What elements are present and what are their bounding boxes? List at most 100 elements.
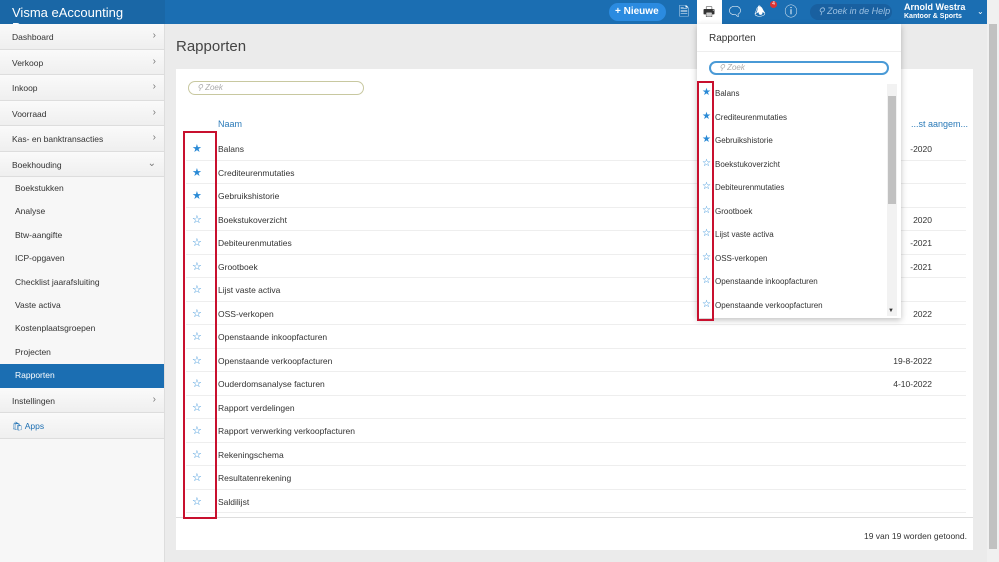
star-outline-icon[interactable]: ☆ xyxy=(192,401,202,414)
dropdown-item[interactable]: ★ Gebruikshistorie xyxy=(697,129,887,153)
star-outline-icon[interactable]: ☆ xyxy=(192,307,202,320)
table-row[interactable]: ☆ Boekstukoverzicht 2020 xyxy=(186,208,966,231)
sidebar-subitem[interactable]: Analyse xyxy=(15,206,46,217)
report-name[interactable]: Ouderdomsanalyse facturen xyxy=(218,379,325,389)
search-input[interactable]: ⚲ Zoek xyxy=(188,81,364,95)
scroll-thumb[interactable] xyxy=(989,24,997,549)
table-row[interactable]: ★ Crediteurenmutaties xyxy=(186,161,966,184)
sidebar-item[interactable]: Boekhouding ⌄ xyxy=(0,151,164,177)
page-scrollbar[interactable] xyxy=(987,0,999,562)
sidebar-item[interactable]: Inkoop › xyxy=(0,75,164,101)
dropdown-search-input[interactable]: ⚲ Zoek xyxy=(709,61,889,75)
user-menu[interactable]: Arnold Westra Kantoor & Sports xyxy=(904,2,965,22)
report-name[interactable]: Debiteurenmutaties xyxy=(218,238,292,248)
star-outline-icon[interactable]: ☆ xyxy=(192,213,202,226)
sidebar-subitem[interactable]: Projecten xyxy=(15,346,51,357)
sidebar-item-settings[interactable]: Instellingen › xyxy=(0,387,164,414)
dropdown-item[interactable]: ☆ Lijst vaste activa xyxy=(697,223,887,247)
dropdown-scrollbar[interactable]: ▼ xyxy=(887,84,897,316)
report-name[interactable]: Gebruikshistorie xyxy=(218,191,280,201)
report-name[interactable]: Boekstukoverzicht xyxy=(218,214,287,225)
report-name[interactable]: Grootboek xyxy=(218,261,258,272)
star-outline-icon[interactable]: ☆ xyxy=(192,472,202,484)
report-name[interactable]: OSS-verkopen xyxy=(218,308,274,319)
report-name[interactable]: Rekeningschema xyxy=(218,449,284,460)
table-row[interactable]: ☆ Openstaande verkoopfacturen 19-8-2022 xyxy=(186,349,966,372)
star-outline-icon[interactable]: ☆ xyxy=(192,331,202,343)
table-row[interactable]: ☆ Rapport verdelingen xyxy=(186,396,966,419)
table-row[interactable]: ☆ Grootboek -2021 xyxy=(186,255,966,278)
chat-icon[interactable]: 🗨 xyxy=(726,4,744,19)
sidebar-subitem[interactable]: Btw-aangifte xyxy=(15,229,63,240)
report-name[interactable]: Rapport verwerking verkoopfacturen xyxy=(218,426,356,436)
table-row[interactable]: ☆ Lijst vaste activa xyxy=(186,278,966,302)
star-outline-icon[interactable]: ☆ xyxy=(192,284,202,296)
table-row[interactable]: ☆ Debiteurenmutaties -2021 xyxy=(186,231,966,255)
star-outline-icon[interactable]: ☆ xyxy=(702,298,711,310)
sidebar-item[interactable]: Dashboard › xyxy=(0,24,164,50)
star-filled-icon[interactable]: ★ xyxy=(702,87,711,98)
star-outline-icon[interactable]: ☆ xyxy=(192,495,202,508)
star-outline-icon[interactable]: ☆ xyxy=(702,228,711,239)
report-name[interactable]: Crediteurenmutaties xyxy=(218,167,295,178)
report-name[interactable]: Balans xyxy=(218,144,244,154)
table-row[interactable]: ☆ Resultatenrekening xyxy=(186,466,966,490)
sidebar-item[interactable]: Voorraad › xyxy=(0,100,164,126)
star-outline-icon[interactable]: ☆ xyxy=(192,378,202,390)
star-outline-icon[interactable]: ☆ xyxy=(192,354,202,367)
report-name[interactable]: Lijst vaste activa xyxy=(218,285,281,295)
star-filled-icon[interactable]: ★ xyxy=(192,166,202,179)
new-button[interactable]: + Nieuwe xyxy=(609,3,666,21)
table-row[interactable]: ☆ OSS-verkopen 2022 xyxy=(186,302,966,325)
star-filled-icon[interactable]: ★ xyxy=(702,134,711,145)
report-name[interactable]: Saldilijst xyxy=(218,496,250,507)
column-header-name[interactable]: Naam xyxy=(218,119,243,129)
dropdown-item[interactable]: ☆ OSS-verkopen xyxy=(697,247,887,271)
sidebar-item[interactable]: Kas- en banktransacties › xyxy=(0,126,164,152)
table-row[interactable]: ☆ Rekeningschema xyxy=(186,443,966,466)
arrow-down-icon[interactable]: ▼ xyxy=(888,308,894,314)
column-header-date[interactable]: ...st aangem... xyxy=(911,119,969,129)
sidebar-subitem[interactable]: Vaste activa xyxy=(15,299,61,310)
sidebar-item-apps[interactable]: 🛍 Apps xyxy=(0,413,164,439)
sidebar-subitem[interactable]: Boekstukken xyxy=(15,183,64,193)
sidebar-subitem[interactable]: Rapporten xyxy=(0,364,164,388)
star-filled-icon[interactable]: ★ xyxy=(702,110,711,122)
dropdown-item[interactable]: ☆ Debiteurenmutaties xyxy=(697,176,887,200)
help-icon[interactable]: ⓘ xyxy=(784,4,798,19)
dropdown-item[interactable]: ★ Crediteurenmutaties xyxy=(697,106,887,130)
dropdown-item[interactable]: ☆ Boekstukoverzicht xyxy=(697,153,887,177)
report-name[interactable]: Resultatenrekening xyxy=(218,473,292,483)
help-search-input[interactable]: ⚲ Zoek in de Help xyxy=(810,4,892,20)
report-name[interactable]: Openstaande verkoopfacturen xyxy=(218,355,333,366)
table-row[interactable]: ☆ Ouderdomsanalyse facturen 4-10-2022 xyxy=(186,372,966,396)
star-outline-icon[interactable]: ☆ xyxy=(192,425,202,437)
sidebar-subitem[interactable]: Checklist jaarafsluiting xyxy=(15,276,100,287)
dropdown-item[interactable]: ☆ Openstaande verkoopfacturen xyxy=(697,294,887,318)
reports-print-button[interactable]: 🖶 xyxy=(697,0,722,24)
table-row[interactable]: ☆ Saldilijst xyxy=(186,490,966,513)
star-outline-icon[interactable]: ☆ xyxy=(702,181,711,192)
star-filled-icon[interactable]: ★ xyxy=(192,143,202,155)
star-outline-icon[interactable]: ☆ xyxy=(702,157,711,169)
chevron-down-icon[interactable]: ⌄ xyxy=(977,7,984,16)
scroll-thumb[interactable] xyxy=(888,96,896,204)
table-row[interactable]: ☆ Rapport verwerking verkoopfacturen xyxy=(186,419,966,443)
table-row[interactable]: ☆ Openstaande inkoopfacturen xyxy=(186,325,966,349)
star-filled-icon[interactable]: ★ xyxy=(192,190,202,202)
star-outline-icon[interactable]: ☆ xyxy=(702,275,711,286)
sidebar-subitem[interactable]: Kostenplaatsgroepen xyxy=(15,323,96,334)
dropdown-item[interactable]: ☆ Openstaande inkoopfacturen xyxy=(697,270,887,294)
report-name[interactable]: Openstaande inkoopfacturen xyxy=(218,332,328,342)
document-icon[interactable]: 🗎 xyxy=(678,4,690,19)
star-outline-icon[interactable]: ☆ xyxy=(192,260,202,273)
dropdown-item[interactable]: ★ Balans xyxy=(697,82,887,106)
table-row[interactable]: ★ Balans -2020 xyxy=(186,137,966,161)
dropdown-item[interactable]: ☆ Grootboek xyxy=(697,200,887,224)
table-row[interactable]: ★ Gebruikshistorie xyxy=(186,184,966,208)
star-outline-icon[interactable]: ☆ xyxy=(702,251,711,263)
report-name[interactable]: Rapport verdelingen xyxy=(218,402,295,413)
app-switcher[interactable]: Visma eAccounting Pro⌄ xyxy=(0,0,165,35)
sidebar-item[interactable]: Verkoop › xyxy=(0,49,164,75)
star-outline-icon[interactable]: ☆ xyxy=(192,237,202,249)
